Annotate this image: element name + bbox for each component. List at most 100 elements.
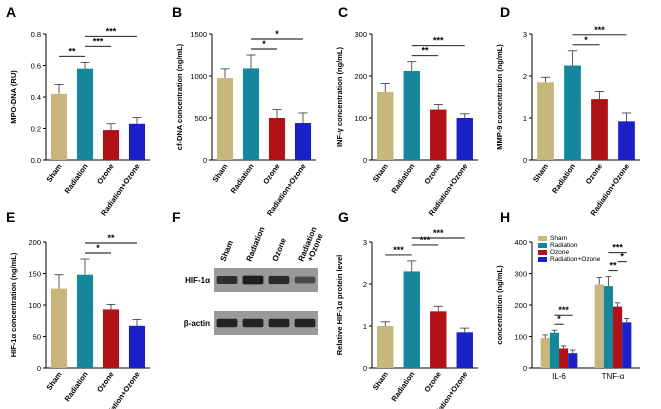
panel-letter: A <box>6 4 16 20</box>
legend-swatch <box>538 243 547 248</box>
bar <box>377 326 394 368</box>
y-tick-label: 200 <box>354 72 367 81</box>
blot-band <box>294 276 316 284</box>
significance-label: *** <box>594 25 605 35</box>
legend-label: Ozone <box>550 249 570 256</box>
bar <box>456 332 473 368</box>
y-axis-title: cf-DNA concentration (ng/mL) <box>175 43 184 150</box>
y-tick-label: 0.0 <box>31 156 41 165</box>
bar <box>102 309 120 368</box>
bar <box>568 353 578 368</box>
bar <box>403 70 420 160</box>
significance-label: *** <box>420 235 431 245</box>
significance-label: *** <box>93 36 104 46</box>
y-tick-label: 1 <box>363 322 367 331</box>
bar <box>549 332 559 368</box>
significance-label: *** <box>393 245 404 255</box>
x-tick-label: Sham <box>211 162 230 184</box>
bar <box>128 123 146 160</box>
y-tick-label: 400 <box>514 238 527 247</box>
bar <box>564 65 581 160</box>
x-tick-label: IL-6 <box>552 372 566 381</box>
x-tick-label: Radiation <box>229 162 256 195</box>
significance-label: ** <box>107 233 115 243</box>
blot-lane-label: Sham <box>219 239 236 263</box>
y-tick-label: 2 <box>363 280 367 289</box>
bar <box>430 311 447 368</box>
significance-label: * <box>275 29 279 39</box>
bar <box>591 99 608 160</box>
y-axis-title: HIF-1α concentration (ng/mL) <box>9 252 18 357</box>
legend-swatch <box>538 236 547 241</box>
bar <box>559 348 569 368</box>
y-tick-label: 3 <box>363 238 367 247</box>
bar <box>430 109 447 160</box>
blot-band <box>268 318 290 328</box>
y-tick-label: 100 <box>28 301 41 310</box>
x-tick-label: Radiation <box>389 370 416 403</box>
x-tick-label: Sham <box>531 162 550 184</box>
panel-c: C 0 100 200 300 INF-γ concentration (ng/mL) Sh… <box>335 4 478 217</box>
legend-label: Radiation <box>550 242 578 249</box>
y-tick-label: 1500 <box>190 30 207 39</box>
legend-label: Sham <box>550 235 567 242</box>
bar <box>537 82 554 160</box>
x-tick-label: Radiation <box>389 162 416 195</box>
x-tick-label: Ozone <box>422 162 443 186</box>
blot-row-label: β-actin <box>184 319 210 328</box>
bar <box>377 91 394 160</box>
blot-band <box>294 318 316 328</box>
y-tick-label: 100 <box>354 114 367 123</box>
significance-label: *** <box>558 305 569 315</box>
blot-band <box>242 318 264 328</box>
y-axis-title: concentration (ng/mL) <box>495 265 504 345</box>
x-tick-label: Sham <box>371 162 390 184</box>
y-tick-label: 3 <box>523 30 527 39</box>
y-tick-label: 1000 <box>190 72 207 81</box>
y-tick-label: 500 <box>194 114 207 123</box>
legend-swatch <box>538 250 547 255</box>
panel-d: D 0 1 2 3 MMP-9 concentration (ng/mL) Sham Radi… <box>495 4 640 217</box>
panel-letter: H <box>500 209 510 225</box>
blot-lane-label: Radiation <box>245 225 267 262</box>
x-tick-label: Sham <box>371 370 390 392</box>
bar <box>403 271 420 368</box>
bar <box>294 123 312 160</box>
panel-letter: C <box>338 4 348 20</box>
y-tick-label: 0.6 <box>31 62 41 71</box>
legend-label: Radiation+Ozone <box>550 256 601 263</box>
panel-letter: B <box>172 4 182 20</box>
significance-label: * <box>557 314 561 324</box>
significance-label: *** <box>106 26 117 36</box>
bar <box>613 306 623 368</box>
significance-label: * <box>262 39 266 49</box>
y-axis-title: MMP-9 concentration (ng/mL) <box>495 44 504 150</box>
bar <box>540 338 550 368</box>
panel-letter: E <box>6 209 15 225</box>
y-tick-label: 0.4 <box>31 93 41 102</box>
x-tick-label: Sham <box>45 370 64 392</box>
significance-label: * <box>96 243 100 253</box>
y-tick-label: 300 <box>514 270 527 279</box>
bar <box>603 286 613 368</box>
y-tick-label: 200 <box>28 238 41 247</box>
y-tick-label: 100 <box>514 333 527 342</box>
bar <box>242 68 260 160</box>
blot-band <box>268 275 290 285</box>
y-tick-label: 0 <box>363 364 367 373</box>
panel-a: A 0.0 0.2 0.4 0.6 0.8 MPO-DNA (RU) Sham Radiatio… <box>6 4 150 217</box>
bar <box>622 322 632 368</box>
x-tick-label: Ozone <box>584 162 605 186</box>
significance-label: *** <box>433 228 444 238</box>
significance-label: ** <box>68 46 76 56</box>
blot-band <box>216 318 238 328</box>
x-tick-label: Radiation <box>550 162 577 195</box>
bar <box>618 121 635 160</box>
significance-label: ** <box>609 261 617 271</box>
significance-label: *** <box>612 243 623 253</box>
significance-label: * <box>620 252 624 262</box>
panel-e: E 0 50 100 150 200 HIF-1α concentration (ng/mL… <box>6 209 150 409</box>
bar <box>76 68 94 160</box>
x-tick-label: TNF-α <box>602 372 625 381</box>
